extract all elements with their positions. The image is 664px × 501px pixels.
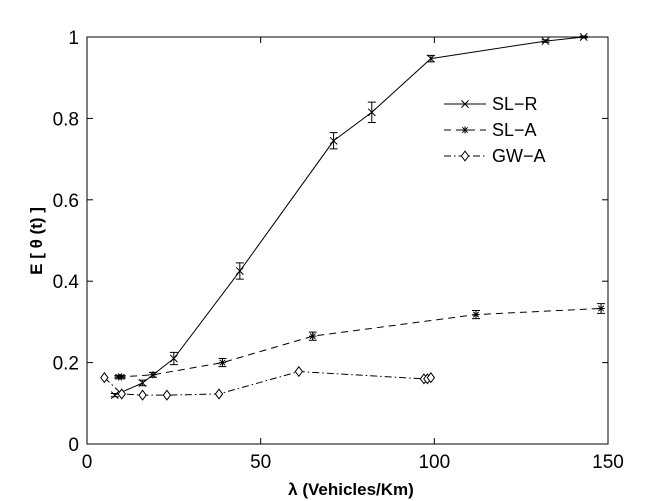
x-tick-label: 50 [250,452,271,473]
series-1 [110,33,588,400]
data-point [472,310,480,319]
data-point [294,365,304,378]
legend-label: SL−A [492,120,537,140]
legend-label: SL−R [492,94,538,114]
x-tick-label: 150 [592,452,624,473]
y-axis-label: E [ θ (t) ] [27,207,46,275]
legend-marker [461,126,469,134]
plot-area-border [86,36,609,445]
legend-marker [461,100,469,108]
data-point [597,304,605,313]
y-tick-label: 1 [68,28,79,49]
x-tick-label: 100 [418,452,450,473]
data-point [117,388,126,400]
data-point [118,373,126,381]
y-tick-label: 0.2 [53,354,79,375]
data-point [138,389,147,401]
data-point [235,267,244,275]
data-point [329,136,338,145]
data-point [218,359,227,367]
data-point [169,354,178,363]
data-point [138,378,147,387]
legend-entry-3: GW−A [444,146,546,166]
series-line [114,36,584,396]
data-point [162,389,172,401]
data-point [309,332,317,340]
data-point [367,108,376,117]
data-point [579,33,588,41]
y-tick-label: 0.4 [53,272,80,293]
series-line [118,307,602,378]
legend-entry-2: SL−A [444,120,537,140]
y-tick-label: 0 [68,435,79,456]
y-tick-label: 0.8 [53,109,79,130]
data-point [426,54,435,63]
legend-entry-1: SL−R [444,94,538,114]
data-point [100,372,109,384]
legend: SL−R SL−A GW−A [444,94,546,166]
data-point [149,371,157,379]
data-point [426,372,436,384]
data-point [214,388,224,400]
series-3 [100,365,436,401]
legend-label: GW−A [492,146,546,166]
data-point [110,391,119,400]
x-tick-label: 0 [82,452,93,473]
series-2 [114,303,606,381]
legend-marker [460,150,470,162]
data-point [541,37,550,46]
y-tick-label: 0.6 [53,191,79,212]
x-axis-label: λ (Vehicles/Km) [288,480,414,499]
